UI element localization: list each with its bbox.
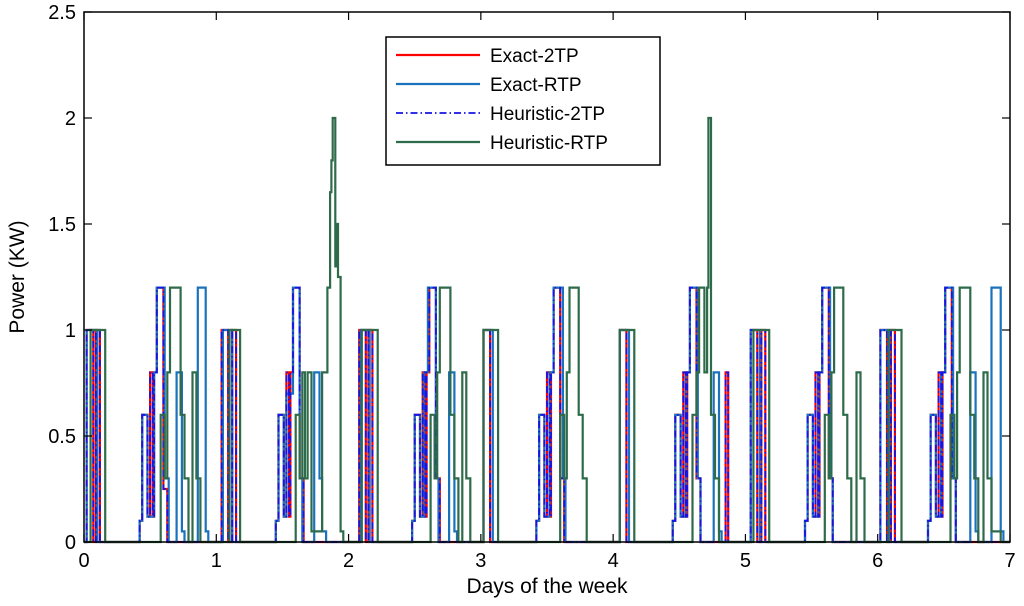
series-line-heuristic-rtp (84, 116, 1010, 544)
legend-label: Exact-RTP (490, 75, 582, 96)
y-tick-label: 0 (65, 532, 76, 554)
legend-label: Heuristic-RTP (490, 133, 608, 154)
y-tick-label: 1.5 (48, 214, 76, 236)
y-tick-label: 2.5 (48, 2, 76, 24)
x-tick-label: 2 (343, 550, 354, 572)
legend-label: Exact-2TP (490, 46, 579, 67)
y-tick-label: 0.5 (48, 426, 76, 448)
legend: Exact-2TP Exact-RTP Heuristic-2TP Heuristic… (385, 36, 661, 166)
x-axis-label: Days of the week (466, 575, 628, 598)
x-tick-label: 0 (78, 550, 89, 572)
legend-box (385, 36, 661, 166)
x-tick-label: 4 (608, 550, 619, 572)
x-tick-label: 3 (475, 550, 486, 572)
series-layer (84, 116, 1010, 544)
plot-frame (83, 11, 1011, 543)
y-tick-label: 2 (65, 108, 76, 130)
x-tick-label: 6 (872, 550, 883, 572)
legend-items: Exact-2TP Exact-RTP Heuristic-2TP Heuristic… (396, 46, 608, 154)
x-tick-label: 7 (1004, 550, 1015, 572)
x-tick-label: 5 (740, 550, 751, 572)
x-tick-label: 1 (211, 550, 222, 572)
legend-label: Heuristic-2TP (490, 104, 605, 125)
ticks-layer: 0 1 2 3 4 5 6 7 0 0.5 1 1.5 2 2.5 (48, 2, 1015, 572)
y-tick-label: 1 (65, 320, 76, 342)
y-axis-label: Power (KW) (6, 220, 29, 333)
series-line-heuristic-2tp (84, 286, 1010, 543)
